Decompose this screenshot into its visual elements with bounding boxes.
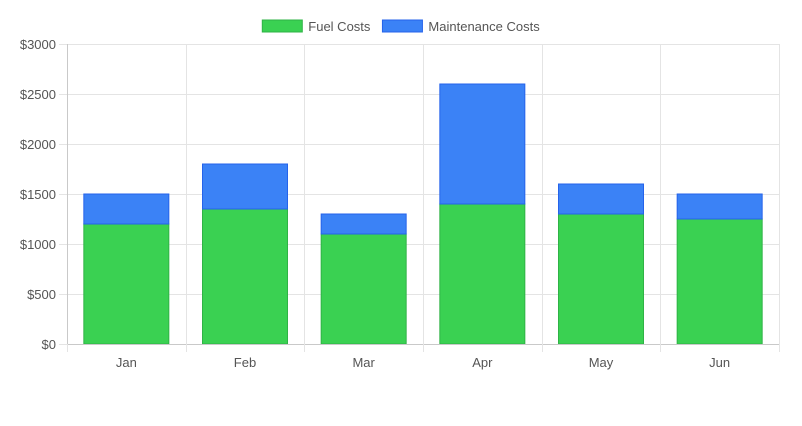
legend-swatch (261, 19, 303, 33)
y-tick-label: $1000 (20, 237, 56, 252)
legend-swatch (381, 19, 423, 33)
legend-item-fuel-costs[interactable]: Fuel Costs (261, 19, 371, 34)
y-tick-label: $2000 (20, 137, 56, 152)
axes (59, 44, 779, 352)
bar-maintenance-costs-may[interactable] (558, 183, 644, 215)
bar-maintenance-costs-apr[interactable] (439, 83, 526, 205)
y-tick-label: $3000 (20, 37, 56, 52)
bar-fuel-costs-jun[interactable] (676, 218, 763, 345)
bar-fuel-costs-may[interactable] (558, 213, 644, 345)
legend-label: Maintenance Costs (428, 19, 540, 34)
bar-maintenance-costs-jun[interactable] (676, 193, 763, 220)
x-tick-label: Jun (709, 355, 730, 370)
bar-fuel-costs-apr[interactable] (439, 203, 526, 345)
bar-fuel-costs-mar[interactable] (320, 233, 407, 345)
legend-label: Fuel Costs (308, 19, 371, 34)
y-tick-label: $1500 (20, 187, 56, 202)
bar-fuel-costs-feb[interactable] (202, 208, 288, 345)
y-axis-ticks: $0 $500 $1000 $1500 $2000 $2500 $3000 (20, 37, 67, 352)
grid-lines (67, 44, 780, 344)
y-tick-label: $0 (42, 337, 56, 352)
x-tick-label: Feb (234, 355, 256, 370)
bar-maintenance-costs-mar[interactable] (320, 213, 407, 235)
bar-fuel-costs-jan[interactable] (83, 223, 170, 345)
y-tick-label: $2500 (20, 87, 56, 102)
x-tick-label: Mar (352, 355, 375, 370)
x-axis-ticks: Jan Feb Mar Apr May Jun (67, 344, 780, 370)
x-tick-label: Apr (472, 355, 493, 370)
y-tick-label: $500 (27, 287, 56, 302)
x-tick-label: Jan (116, 355, 137, 370)
legend-item-maintenance-costs[interactable]: Maintenance Costs (381, 19, 540, 34)
bars (83, 83, 763, 345)
bar-maintenance-costs-jan[interactable] (83, 193, 170, 225)
bar-maintenance-costs-feb[interactable] (202, 163, 288, 210)
x-tick-label: May (589, 355, 614, 370)
legend[interactable]: Fuel Costs Maintenance Costs (261, 19, 540, 34)
